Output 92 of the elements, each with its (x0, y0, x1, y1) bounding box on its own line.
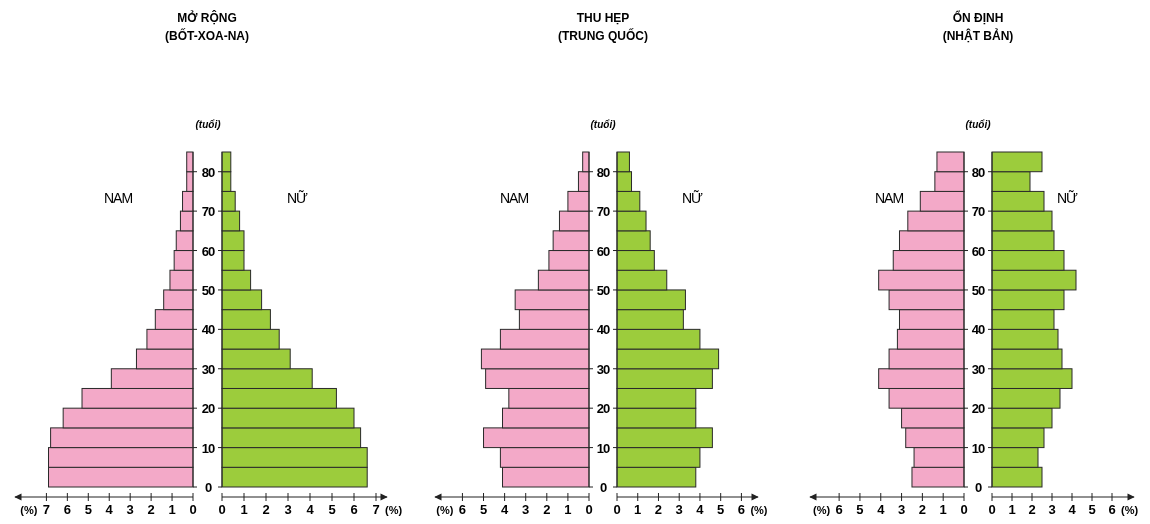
x-axis-title: (%) (385, 504, 403, 516)
x-tick-label: 5 (1088, 502, 1096, 517)
y-tick-label: 80 (971, 164, 985, 180)
x-axis-title: (%) (20, 504, 38, 516)
y-tick-label: 50 (971, 282, 985, 298)
x-tick-label: 4 (501, 502, 509, 517)
chart-subtitle: (TRUNG QUỐC) (558, 28, 648, 43)
x-tick-label: 1 (939, 502, 947, 517)
x-axis-title: (%) (1121, 504, 1139, 516)
y-tick-label: 20 (971, 401, 985, 417)
x-tick-label: 3 (126, 502, 134, 517)
x-tick-label: 6 (458, 502, 467, 517)
text: NỮ (286, 190, 309, 207)
x-tick-label: 2 (147, 502, 155, 517)
x-tick-label: 0 (613, 502, 621, 517)
x-tick-label: 6 (835, 502, 843, 517)
y-tick-label: 10 (971, 440, 985, 456)
x-tick-label: 5 (84, 502, 92, 517)
y-axis-title: (tuổi) (965, 119, 992, 130)
x-tick-label: 1 (1008, 502, 1016, 517)
x-tick-label: 0 (585, 502, 593, 517)
x-tick-label: 4 (1068, 502, 1077, 517)
chart-title: ỔN ĐỊNH (952, 10, 1004, 25)
x-tick-label: 2 (1028, 502, 1036, 517)
y-tick-label: 10 (596, 440, 610, 456)
series-label: NAM (874, 190, 904, 207)
x-tick-label: 0 (988, 502, 996, 517)
x-tick-label: 4 (306, 502, 315, 517)
y-tick-label: 80 (596, 164, 610, 180)
x-tick-label: 3 (675, 502, 683, 517)
x-tick-label: 6 (737, 502, 746, 517)
y-tick-label: 40 (201, 322, 215, 338)
y-axis-title: (tuổi) (590, 119, 617, 130)
x-tick-label: 4 (877, 502, 886, 517)
x-tick-label: 5 (856, 502, 864, 517)
x-tick-label: 0 (218, 502, 226, 517)
y-tick-label: 60 (971, 243, 985, 259)
y-tick-label: 20 (596, 401, 610, 417)
x-tick-label: 1 (240, 502, 248, 517)
y-tick-label: 60 (596, 243, 610, 259)
y-axis-title: (tuổi) (195, 119, 222, 130)
x-tick-label: 6 (1108, 502, 1116, 517)
x-tick-label: 3 (522, 502, 530, 517)
x-tick-label: 1 (564, 502, 572, 517)
x-tick-label: 3 (897, 502, 906, 517)
text: NỮ (681, 190, 704, 207)
y-tick-label: 70 (596, 204, 610, 220)
x-tick-label: 0 (189, 502, 197, 517)
x-tick-label: 3 (284, 502, 292, 517)
text: NAM (103, 190, 133, 207)
chart-subtitle: (NHẬT BẢN) (942, 28, 1014, 43)
chart-title: MỞ RỘNG (177, 10, 237, 25)
y-tick-label: 70 (971, 204, 985, 220)
x-tick-label: 5 (717, 502, 725, 517)
chart-subtitle: (BỐT-XOA-NA) (165, 28, 249, 43)
x-axis-title: (%) (813, 504, 831, 516)
x-tick-label: 3 (1048, 502, 1056, 517)
x-tick-label: 2 (543, 502, 551, 517)
x-tick-label: 6 (63, 502, 71, 517)
x-tick-label: 2 (918, 502, 926, 517)
x-tick-label: 4 (105, 502, 114, 517)
chart-title: THU HẸP (576, 11, 630, 25)
y-tick-label: 60 (201, 243, 215, 259)
x-tick-label: 1 (168, 502, 176, 517)
x-tick-label: 0 (960, 502, 968, 517)
y-tick-label: 30 (596, 361, 610, 377)
x-tick-label: 2 (654, 502, 663, 517)
x-tick-label: 7 (42, 502, 51, 517)
x-tick-label: 1 (634, 502, 642, 517)
x-tick-label: 5 (479, 502, 488, 517)
y-tick-label: 0 (204, 480, 212, 495)
y-tick-label: 0 (974, 480, 982, 495)
y-tick-label: 50 (596, 282, 610, 298)
x-tick-label: 7 (372, 502, 380, 517)
y-tick-label: 30 (201, 361, 215, 377)
y-tick-label: 50 (201, 282, 215, 298)
series-label: NỮ (1056, 190, 1079, 207)
y-tick-label: 70 (201, 204, 215, 220)
x-tick-label: 2 (262, 502, 270, 517)
text: NAM (499, 190, 529, 207)
y-tick-label: 20 (201, 401, 215, 417)
x-tick-label: 5 (328, 502, 336, 517)
y-tick-label: 80 (201, 164, 215, 180)
y-tick-label: 30 (971, 361, 985, 377)
x-axis-title: (%) (436, 504, 454, 516)
x-axis-title: (%) (750, 504, 768, 516)
y-tick-label: 40 (971, 322, 985, 338)
x-tick-label: 4 (696, 502, 705, 517)
x-tick-label: 6 (350, 502, 358, 517)
y-tick-label: 10 (201, 440, 215, 456)
y-tick-label: 0 (599, 480, 607, 495)
y-tick-label: 40 (596, 322, 610, 338)
